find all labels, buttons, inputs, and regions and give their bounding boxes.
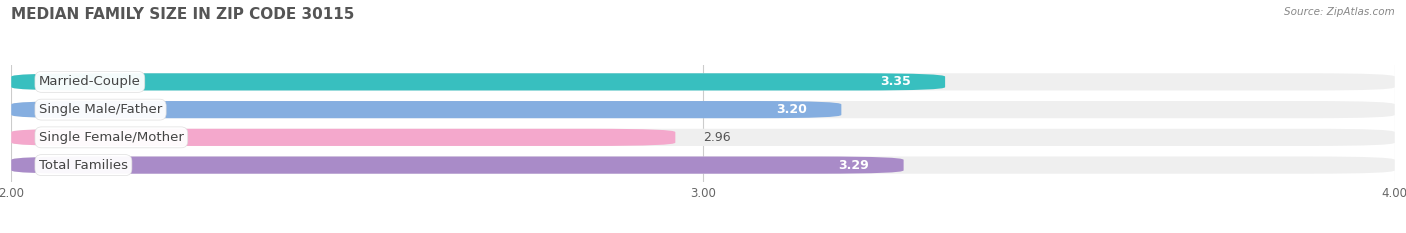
FancyBboxPatch shape [11,73,1395,90]
FancyBboxPatch shape [11,129,675,146]
Text: 3.20: 3.20 [776,103,807,116]
FancyBboxPatch shape [11,101,841,118]
Text: Source: ZipAtlas.com: Source: ZipAtlas.com [1284,7,1395,17]
Text: 3.29: 3.29 [838,159,869,171]
FancyBboxPatch shape [11,129,1395,146]
Text: Single Male/Father: Single Male/Father [39,103,162,116]
Text: Married-Couple: Married-Couple [39,75,141,88]
Text: Total Families: Total Families [39,159,128,171]
FancyBboxPatch shape [11,73,945,90]
Text: Single Female/Mother: Single Female/Mother [39,131,184,144]
Text: MEDIAN FAMILY SIZE IN ZIP CODE 30115: MEDIAN FAMILY SIZE IN ZIP CODE 30115 [11,7,354,22]
Text: 2.96: 2.96 [703,131,731,144]
FancyBboxPatch shape [11,101,1395,118]
FancyBboxPatch shape [11,157,1395,174]
FancyBboxPatch shape [11,157,904,174]
Text: 3.35: 3.35 [880,75,911,88]
